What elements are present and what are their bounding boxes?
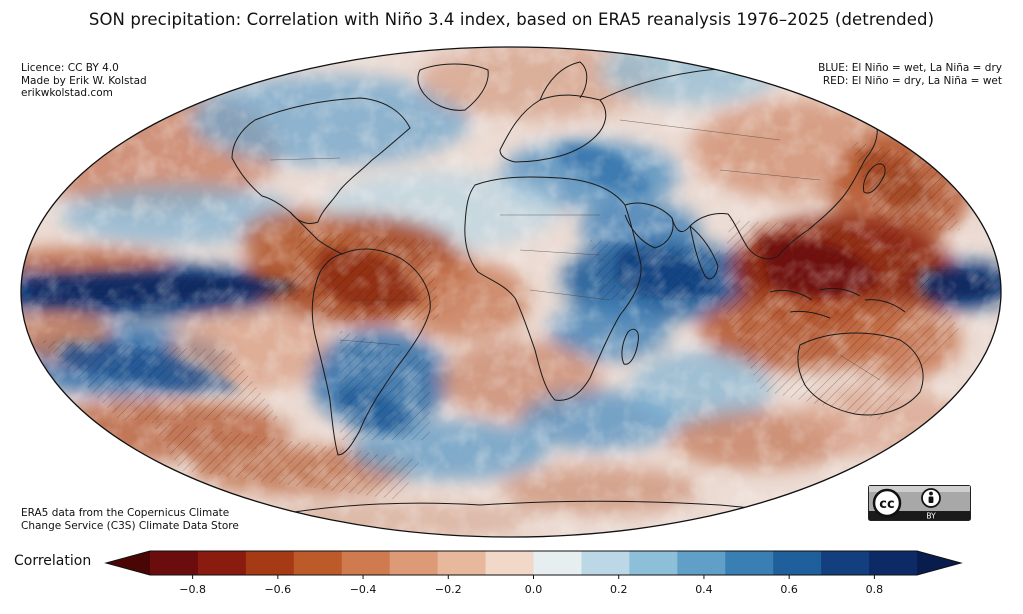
north-america-coast [231, 97, 411, 225]
colorbar-tick-label: 0.8 [866, 583, 884, 596]
colorbar-tick-label: −0.8 [179, 583, 206, 596]
cc-icon-text: cc [879, 497, 894, 512]
colorbar-tick-label: 0.4 [695, 583, 713, 596]
colorbar-segment [677, 551, 726, 575]
colorbar-tick-label: 0.6 [780, 583, 798, 596]
country-borders [269, 119, 881, 381]
south-america-coast [311, 248, 431, 456]
australia-coast [797, 332, 924, 416]
cc-icon [872, 488, 902, 518]
africa-coast [464, 176, 642, 401]
colorbar-outline [104, 550, 963, 576]
colorbar-segment [150, 551, 199, 575]
colorbar-extend-low [106, 551, 150, 575]
website-text: erikwkolstad.com [21, 87, 113, 99]
colorbar-segment [581, 551, 630, 575]
colorbar-tick-label: −0.4 [350, 583, 377, 596]
red-meaning-text: RED: El Niño = dry, La Niña = wet [822, 74, 1002, 87]
indonesia-coast [769, 287, 906, 319]
colorbar-segment [245, 551, 295, 575]
credits-block: Licence: CC BY 4.0 Made by Erik W. Kolst… [21, 62, 147, 100]
colorbar-tick-label: −0.6 [264, 583, 291, 596]
data-source-block: ERA5 data from the Copernicus Climate Ch… [21, 507, 239, 532]
madagascar-coast [621, 328, 639, 365]
scandinavia-coast [539, 61, 588, 101]
colorbar-segment [341, 551, 391, 575]
india-coast [689, 225, 719, 280]
colorbar-segment [629, 551, 678, 575]
colorbar-segment [389, 551, 439, 575]
by-text: BY [926, 512, 936, 521]
colorbar-segment [437, 551, 487, 575]
colorbar-segment [821, 551, 870, 575]
colorbar-segment [773, 551, 822, 575]
source-line-1: ERA5 data from the Copernicus Climate [21, 507, 230, 519]
colorbar-segments [104, 550, 963, 576]
licence-text: Licence: CC BY 4.0 [21, 62, 119, 74]
significance-hatching [30, 140, 1000, 500]
author-text: Made by Erik W. Kolstad [21, 74, 147, 87]
central-america-coast [289, 211, 343, 255]
colorbar: −0.8 −0.6 −0.4 −0.2 0.0 0.2 0.4 0.6 0.8 [104, 550, 963, 596]
cc-by-license-badge: cc BY [868, 485, 971, 521]
japan-coast [863, 163, 886, 194]
colorbar-segment [869, 551, 918, 575]
arabia-coast [624, 202, 674, 249]
color-meaning-note: BLUE: El Niño = wet, La Niña = dry RED: … [818, 62, 1002, 87]
colorbar-segment [293, 551, 343, 575]
colorbar-label: Correlation [14, 553, 92, 569]
chart-title: SON precipitation: Correlation with Niño… [88, 10, 935, 29]
colorbar-segment [533, 551, 582, 575]
colorbar-tick-label: 0.2 [610, 583, 628, 596]
colorbar-segment [197, 551, 247, 575]
colorbar-ticks: −0.8 −0.6 −0.4 −0.2 0.0 0.2 0.4 0.6 0.8 [179, 575, 883, 596]
colorbar-segment [725, 551, 774, 575]
source-line-2: Change Service (C3S) Climate Data Store [21, 519, 239, 532]
map-boundary [20, 46, 1002, 538]
colorbar-tick-label: 0.0 [525, 583, 543, 596]
europe-coast [499, 94, 607, 163]
colorbar-segment [485, 551, 534, 575]
colorbar-tick-label: −0.2 [435, 583, 462, 596]
greenland-coast [417, 63, 489, 111]
blue-meaning-text: BLUE: El Niño = wet, La Niña = dry [818, 62, 1002, 74]
colorbar-extend-high [917, 551, 961, 575]
